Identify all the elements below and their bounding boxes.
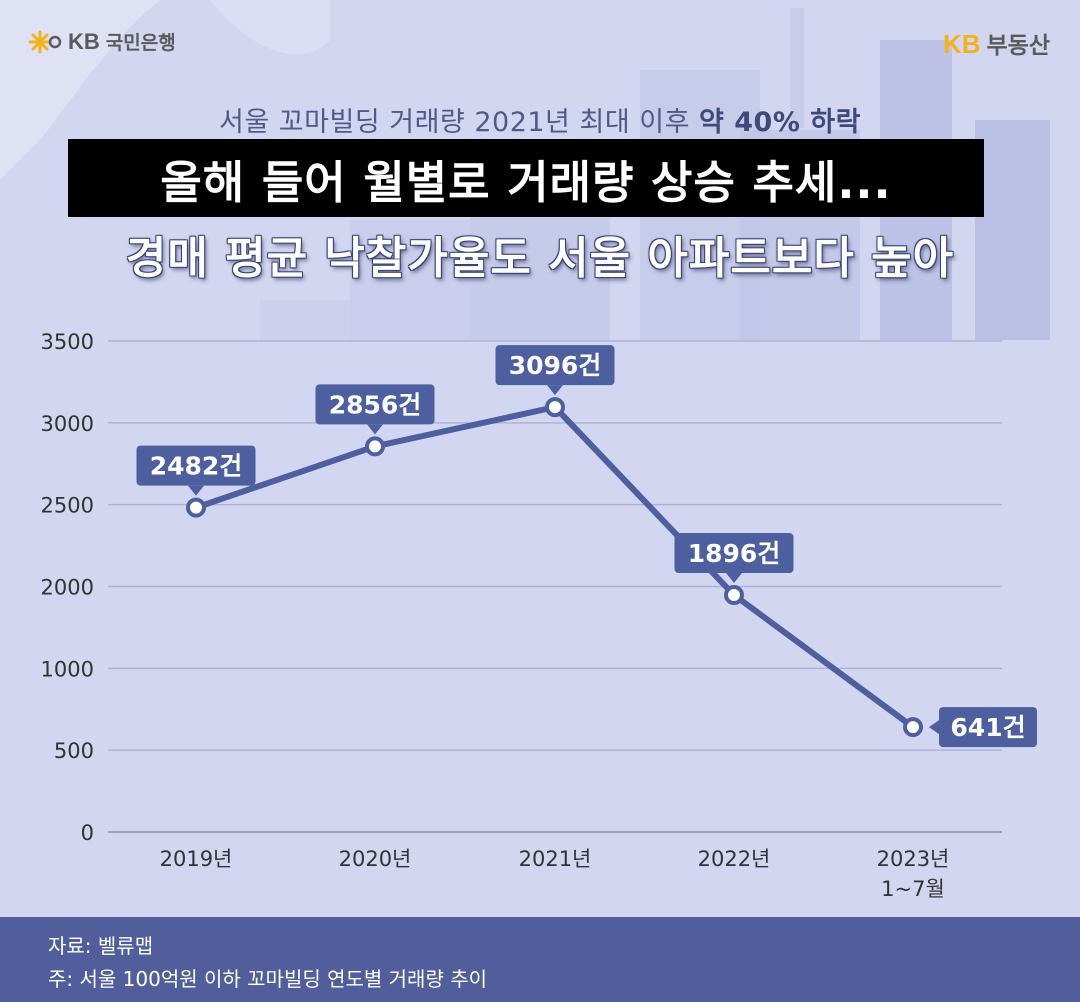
- y-tick-label: 500: [54, 739, 94, 763]
- y-tick-label: 1000: [41, 657, 94, 681]
- kb-star-icon: [28, 30, 62, 53]
- x-tick-label: 2021년: [519, 847, 592, 871]
- data-label: 1896건: [688, 539, 781, 568]
- realestate-name: 부동산: [986, 33, 1050, 59]
- note-text: 주: 서울 100억원 이하 꼬마빌딩 연도별 거래량 추이: [48, 967, 488, 991]
- source-text: 자료: 벨류맵: [48, 934, 154, 958]
- kb-mark-right: KB: [942, 29, 981, 59]
- kb-mark: KB: [68, 28, 100, 54]
- y-tick-label: 0: [81, 821, 94, 845]
- data-label-box: [136, 445, 256, 486]
- data-label-pointer: [188, 485, 204, 496]
- data-point: [724, 585, 744, 606]
- data-point: [545, 397, 565, 418]
- data-label-box: [674, 533, 794, 574]
- data-label: 641건: [950, 713, 1025, 742]
- y-tick-label: 3000: [41, 412, 94, 436]
- data-label-box: [939, 707, 1037, 748]
- data-label-pointer: [547, 385, 563, 396]
- subtitle: 서울 꼬마빌딩 거래량 2021년 최대 이후 약 40% 하락: [0, 100, 1080, 139]
- data-label: 3096건: [509, 351, 602, 380]
- footer: 자료: 벨류맵 주: 서울 100억원 이하 꼬마빌딩 연도별 거래량 추이: [0, 917, 1080, 1002]
- data-point: [903, 717, 923, 738]
- title-line-2-plain: 경매 평균 낙찰가율도: [125, 233, 549, 284]
- x-tick-label: 2022년: [698, 847, 771, 871]
- title-line-2: 경매 평균 낙찰가율도 서울 아파트보다 높아: [0, 222, 1080, 286]
- data-label-pointer: [726, 573, 742, 584]
- data-point: [186, 497, 206, 518]
- title-line-2-emphasis: 서울 아파트보다 높아: [548, 233, 955, 284]
- y-tick-label: 3500: [41, 330, 94, 354]
- data-label: 2482건: [150, 452, 243, 481]
- kb-realestate-logo: KB 부동산: [943, 26, 1050, 60]
- title-banner: 올해 들어 월별로 거래량 상승 추세...: [68, 139, 984, 217]
- data-label-pointer: [367, 424, 383, 435]
- x-tick-label: 2020년: [339, 847, 412, 871]
- kb-kookmin-logo: KB 국민은행: [28, 28, 176, 55]
- x-tick-label: 1~7월: [881, 877, 945, 901]
- subtitle-emphasis: 약 40% 하락: [699, 107, 861, 138]
- data-label-box: [315, 384, 435, 425]
- data-label-box: [495, 345, 615, 386]
- series-line: [193, 404, 916, 731]
- subtitle-plain: 서울 꼬마빌딩 거래량 2021년 최대 이후: [219, 107, 699, 138]
- data-point: [365, 436, 385, 457]
- bank-name: 국민은행: [105, 32, 176, 54]
- y-tick-label: 2500: [41, 494, 94, 518]
- x-tick-label: 2019년: [160, 847, 233, 871]
- data-label: 2856건: [329, 390, 422, 419]
- title-line-1: 올해 들어 월별로 거래량 상승 추세...: [160, 155, 892, 209]
- y-tick-label: 2000: [41, 576, 94, 600]
- x-tick-label: 2023년: [877, 847, 950, 871]
- data-label-pointer: [929, 720, 939, 735]
